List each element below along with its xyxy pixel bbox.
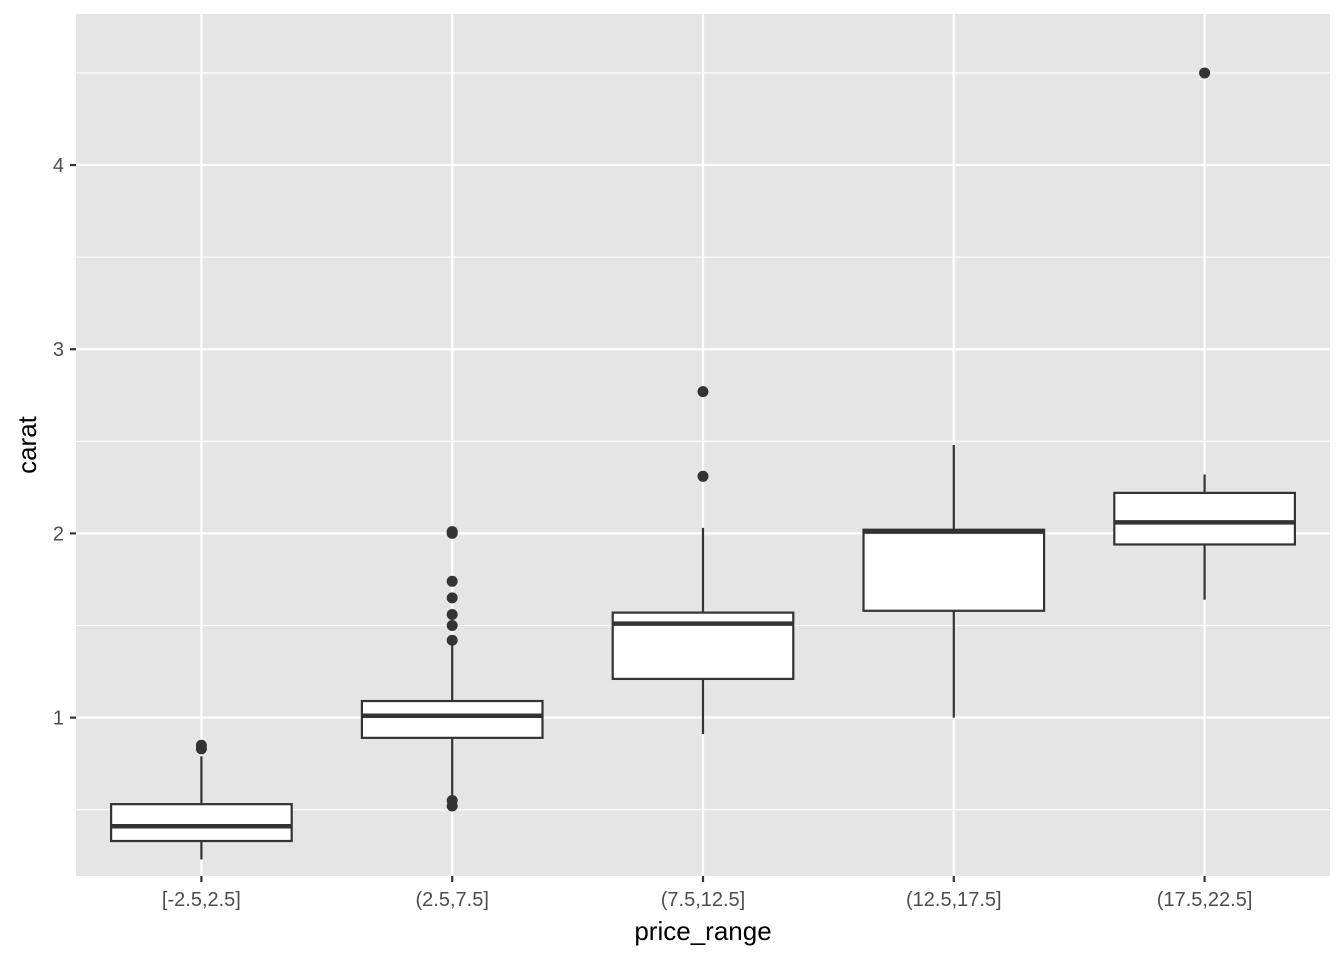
x-tick-label: (12.5,17.5] [906,889,1002,911]
x-axis-title: price_range [634,916,771,946]
x-tick-label: (2.5,7.5] [416,889,489,911]
outlier-point [446,575,458,587]
y-tick-label: 2 [53,523,64,545]
outlier-point [697,470,709,482]
box-group [862,445,1046,718]
outlier-point [446,608,458,620]
outlier-point [1199,67,1211,79]
box-group [1113,67,1296,600]
outlier-point [446,620,458,632]
box-iqr [862,528,1046,612]
x-axis: [-2.5,2.5] (2.5,7.5] (7.5,12.5] (12.5,17.5]… [162,876,1252,911]
box-series [110,67,1296,860]
outlier-point [697,386,709,398]
y-tick-label: 3 [53,339,64,361]
outlier-point [446,634,458,646]
box-iqr [360,699,544,739]
y-tick-label: 4 [53,155,64,177]
outlier-point [446,592,458,604]
outlier-point [446,794,458,806]
outlier-point [195,739,207,751]
outlier-point [446,526,458,538]
box-iqr [1113,491,1296,546]
x-tick-label: (17.5,22.5] [1157,889,1253,911]
box-group [360,526,544,812]
y-axis-title: carat [12,415,42,474]
y-axis: 1 2 3 4 [53,155,76,730]
y-tick-label: 1 [53,708,64,730]
box-group [110,739,293,860]
box-iqr [110,803,293,843]
x-tick-label: [-2.5,2.5] [162,889,241,911]
x-tick-label: (7.5,12.5] [661,889,746,911]
box-group [611,386,795,735]
